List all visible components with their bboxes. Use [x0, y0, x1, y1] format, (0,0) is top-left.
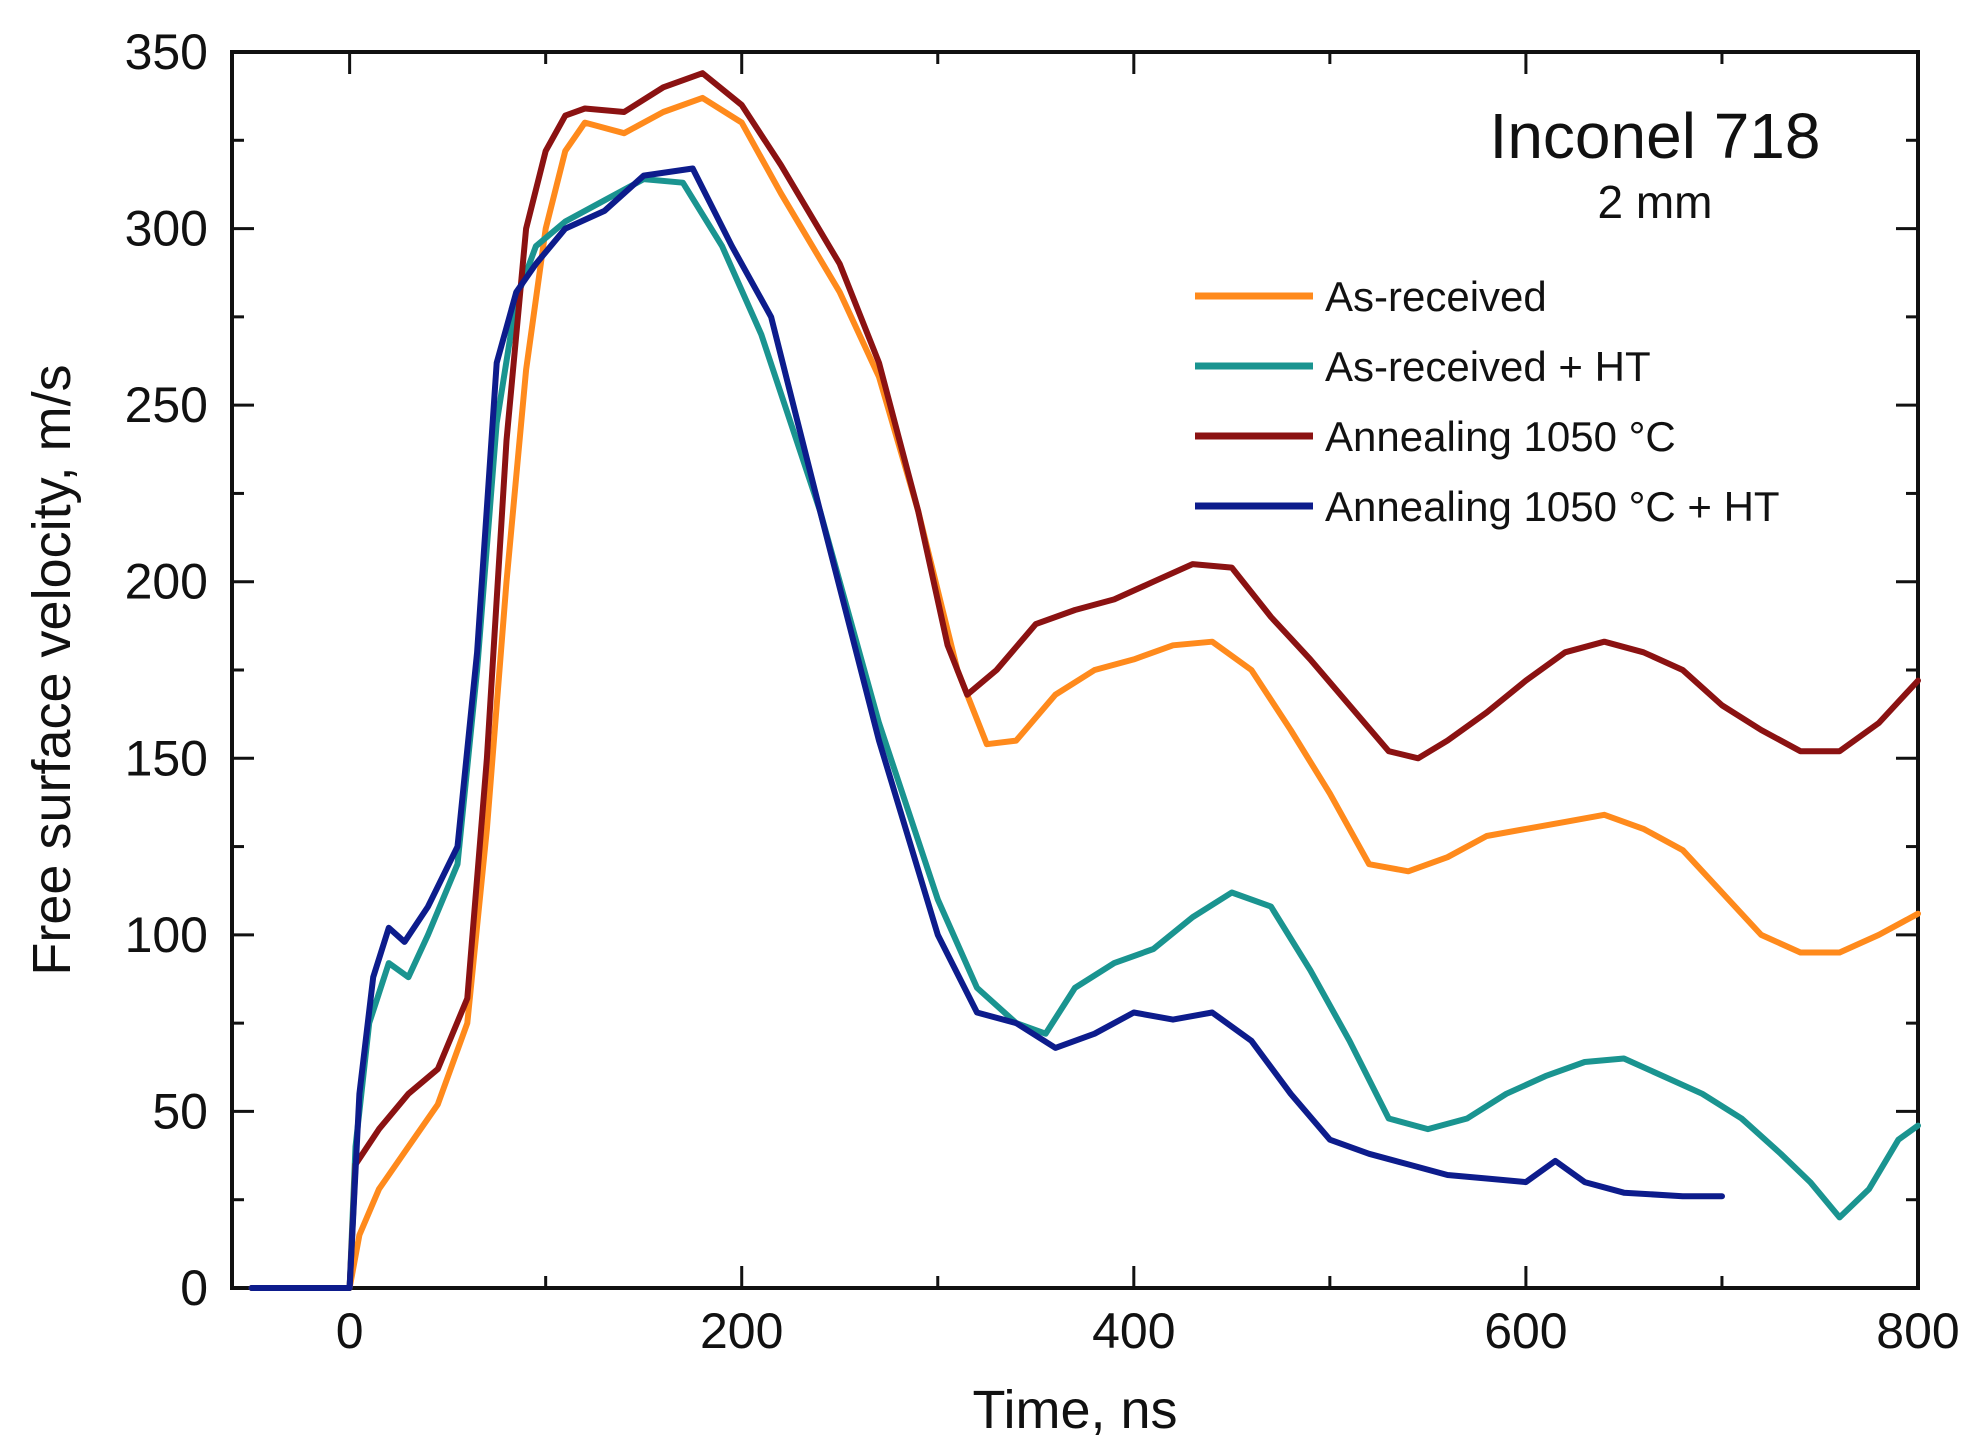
legend-label-1: As-received: [1325, 273, 1547, 320]
x-tick-label: 200: [700, 1303, 783, 1359]
y-tick-label: 50: [152, 1083, 208, 1139]
series-line-1: [248, 94, 1921, 1291]
y-tick-label: 0: [180, 1260, 208, 1316]
x-axis-title: Time, ns: [972, 1380, 1177, 1440]
y-axis-title: Free surface velocity, m/s: [22, 364, 82, 975]
series-line-2: [248, 176, 1921, 1291]
x-tick-label: 400: [1092, 1303, 1175, 1359]
y-tick-label: 200: [125, 554, 208, 610]
y-tick-label: 300: [125, 201, 208, 257]
chart-annotation-subtitle: 2 mm: [1598, 176, 1713, 228]
legend-label-4: Annealing 1050 °C + HT: [1325, 483, 1780, 530]
series-line-4: [248, 165, 1725, 1291]
ticks-layer: 0 200 400 600 800 0 50 100 150 200 250 300 350: [125, 24, 1960, 1359]
x-tick-label: 0: [336, 1303, 364, 1359]
legend-label-2: As-received + HT: [1325, 343, 1651, 390]
x-tick-label: 800: [1876, 1303, 1959, 1359]
plot-frame: [230, 50, 1920, 1290]
legend-label-3: Annealing 1050 °C: [1325, 413, 1676, 460]
y-tick-label: 350: [125, 24, 208, 80]
y-tick-label: 150: [125, 730, 208, 786]
y-tick-label: 100: [125, 907, 208, 963]
x-tick-label: 600: [1484, 1303, 1567, 1359]
series-line-3: [248, 70, 1921, 1291]
chart-annotation-title: Inconel 718: [1490, 100, 1821, 172]
series-layer: [248, 70, 1921, 1291]
y-tick-label: 250: [125, 377, 208, 433]
legend: As-received As-received + HT Annealing 105…: [1195, 273, 1780, 530]
